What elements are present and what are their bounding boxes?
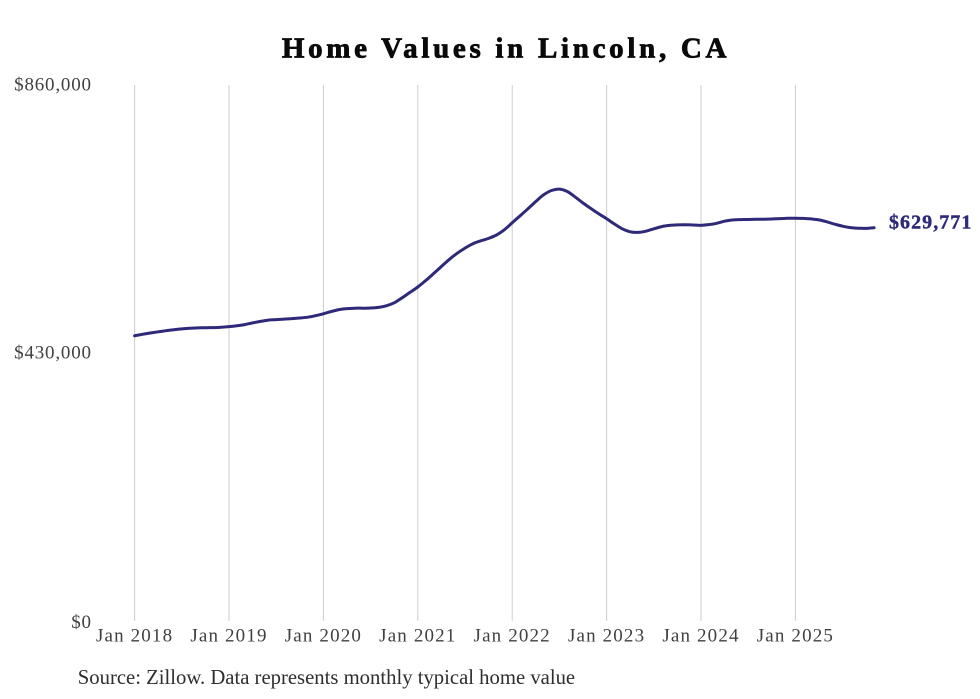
svg-text:Jan 2018: Jan 2018 — [96, 626, 173, 647]
svg-text:Jan 2022: Jan 2022 — [474, 626, 551, 647]
svg-text:$860,000: $860,000 — [14, 74, 92, 95]
svg-text:Jan 2023: Jan 2023 — [568, 626, 645, 647]
svg-text:$430,000: $430,000 — [14, 342, 92, 363]
svg-text:$629,771: $629,771 — [889, 211, 972, 233]
svg-text:Source: Zillow. Data represent: Source: Zillow. Data represents monthly … — [78, 667, 575, 689]
svg-text:Jan 2019: Jan 2019 — [190, 626, 267, 647]
svg-text:Jan 2020: Jan 2020 — [285, 626, 362, 647]
svg-text:Home Values in Lincoln, CA: Home Values in Lincoln, CA — [282, 33, 730, 65]
svg-text:Jan 2024: Jan 2024 — [662, 626, 739, 647]
svg-text:Jan 2021: Jan 2021 — [379, 626, 456, 647]
svg-text:Jan 2025: Jan 2025 — [757, 626, 834, 647]
svg-text:$0: $0 — [71, 612, 92, 633]
